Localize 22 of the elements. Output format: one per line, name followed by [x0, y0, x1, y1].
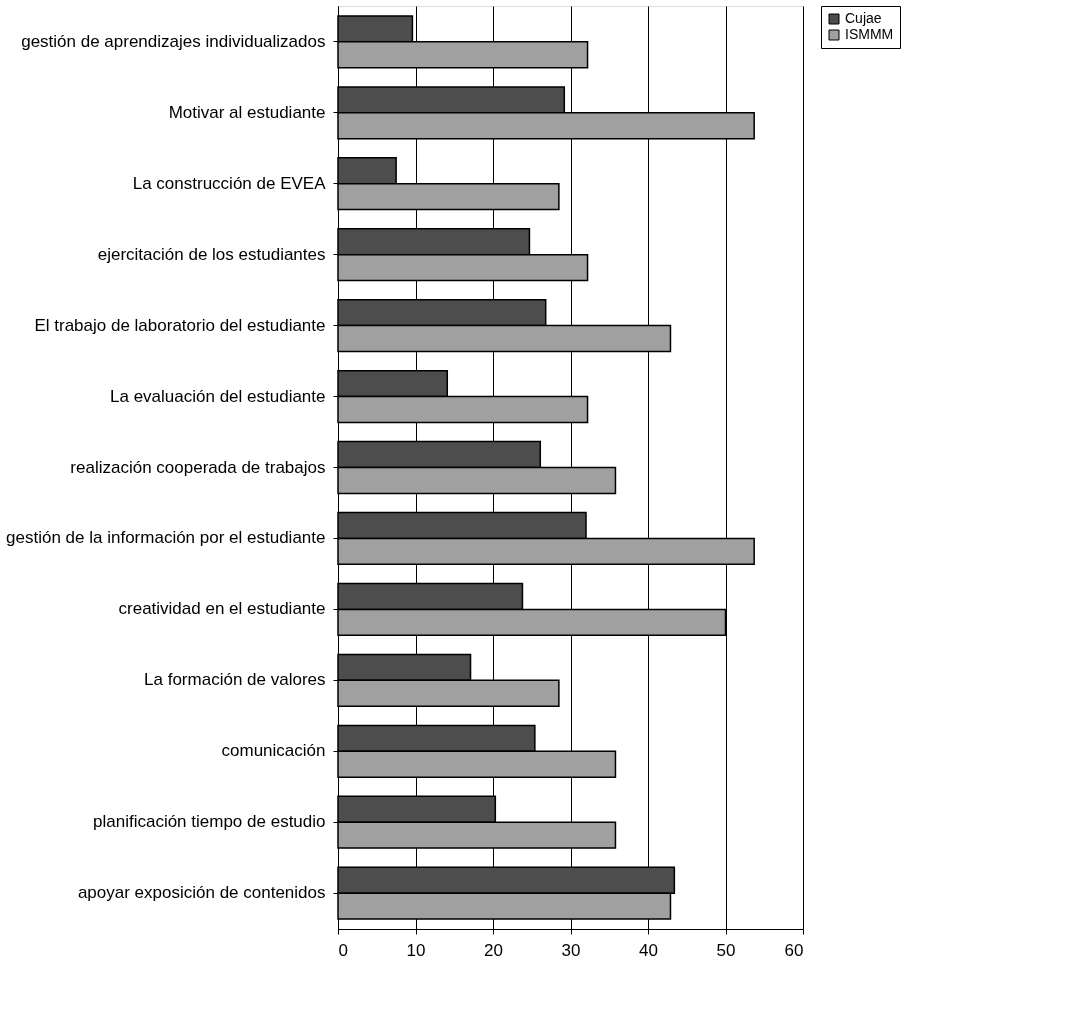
x-tick-label: 60: [784, 940, 804, 960]
x-tick-label: 0: [338, 940, 348, 960]
y-tick-label: realización cooperada de trabajos: [70, 457, 326, 477]
x-tick-label: 30: [561, 940, 581, 960]
x-tick-label: 50: [716, 940, 736, 960]
y-tick-label: La formación de valores: [144, 670, 326, 690]
y-tick-label: ejercitación de los estudiantes: [97, 244, 326, 264]
y-tick-label: gestión de aprendizajes individualizados: [21, 31, 326, 51]
y-tick-label: comunicación: [221, 741, 326, 761]
legend-label: ISMMM: [845, 26, 894, 42]
y-tick-label: planificación tiempo de estudio: [93, 812, 326, 832]
x-tick-label: 20: [484, 940, 503, 960]
y-tick-label: La evaluación del estudiante: [110, 386, 326, 406]
y-tick-label: Motivar al estudiante: [168, 102, 326, 122]
legend-label: Cujae: [845, 10, 882, 26]
y-tick-label: La construcción de EVEA: [132, 173, 327, 193]
x-tick-label: 10: [406, 940, 426, 960]
y-tick-label: gestión de la información por el estudiante: [6, 528, 326, 548]
y-tick-label: apoyar exposición de contenidos: [77, 883, 326, 903]
y-tick-label: El trabajo de laboratorio del estudiante: [34, 315, 326, 335]
x-tick-label: 40: [639, 940, 658, 960]
y-tick-label: creatividad en el estudiante: [118, 599, 326, 619]
